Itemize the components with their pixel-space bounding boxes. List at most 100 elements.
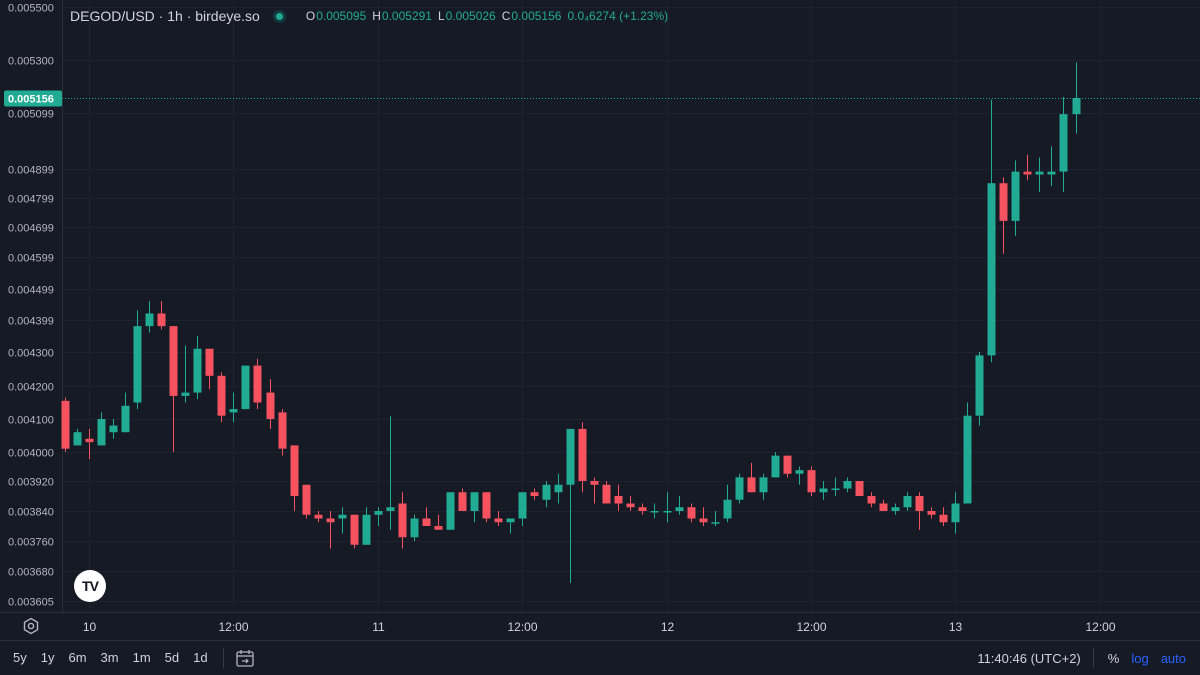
range-button-1d[interactable]: 1d (193, 650, 208, 665)
candle-up[interactable] (566, 428, 575, 485)
candle-down[interactable] (434, 526, 443, 530)
symbol-title[interactable]: DEGOD/USD · 1h · birdeye.so (70, 8, 260, 24)
candle-down[interactable] (266, 392, 275, 419)
candle-down[interactable] (855, 481, 864, 496)
candle-up[interactable] (193, 348, 202, 393)
candle-up[interactable] (975, 355, 984, 416)
log-scale-button[interactable]: log (1131, 650, 1149, 666)
candle-up[interactable] (963, 415, 972, 504)
candle-down[interactable] (915, 496, 924, 511)
candle-up[interactable] (446, 492, 455, 530)
candle-up[interactable] (650, 511, 659, 513)
candle-down[interactable] (398, 503, 407, 538)
candle-up[interactable] (470, 492, 479, 511)
candle-up[interactable] (831, 488, 840, 491)
candle-down[interactable] (590, 481, 599, 485)
candle-down[interactable] (85, 438, 94, 443)
candle-down[interactable] (205, 348, 214, 376)
settings-icon[interactable] (22, 617, 40, 635)
candle-down[interactable] (614, 496, 623, 504)
candle-down[interactable] (783, 455, 792, 474)
range-button-6m[interactable]: 6m (68, 650, 87, 665)
candle-down[interactable] (602, 484, 611, 504)
candle-down[interactable] (807, 470, 816, 493)
candle-down[interactable] (1023, 171, 1032, 175)
candle-up[interactable] (181, 392, 190, 396)
candle-up[interactable] (374, 511, 383, 515)
candle-down[interactable] (638, 507, 647, 511)
candle-down[interactable] (626, 503, 635, 508)
candle-down[interactable] (157, 313, 166, 327)
tradingview-logo[interactable]: TV (74, 570, 106, 602)
candle-up[interactable] (241, 365, 250, 410)
candle-up[interactable] (554, 484, 563, 493)
auto-scale-button[interactable]: auto (1160, 650, 1186, 666)
candle-up[interactable] (663, 511, 672, 513)
calendar-range-icon[interactable] (234, 647, 256, 669)
candle-down[interactable] (687, 507, 696, 519)
candle-up[interactable] (410, 518, 419, 538)
candle-down[interactable] (278, 412, 287, 449)
candle-up[interactable] (1059, 114, 1068, 172)
candle-up[interactable] (951, 503, 960, 523)
price-axis[interactable]: 0.005500 0.005300 0.005099 0.004899 0.004799… (8, 3, 54, 609)
range-button-5y[interactable]: 5y (13, 650, 27, 665)
candle-up[interactable] (229, 409, 238, 413)
candle-down[interactable] (939, 514, 948, 523)
candle-up[interactable] (145, 313, 154, 327)
candle-down[interactable] (326, 518, 335, 523)
range-button-1y[interactable]: 1y (40, 650, 55, 665)
candle-up[interactable] (133, 326, 142, 403)
candle-up[interactable] (97, 419, 106, 446)
candle-down[interactable] (999, 183, 1008, 221)
candle-up[interactable] (771, 455, 780, 478)
candle-down[interactable] (482, 492, 491, 519)
range-button-5d[interactable]: 5d (164, 650, 180, 665)
candle-down[interactable] (314, 514, 323, 519)
candle-down[interactable] (422, 518, 431, 527)
candle-down[interactable] (217, 375, 226, 416)
candle-up[interactable] (1047, 171, 1056, 175)
candle-up[interactable] (987, 183, 996, 356)
candle-up[interactable] (891, 507, 900, 511)
candle-up[interactable] (362, 514, 371, 545)
candle-down[interactable] (578, 428, 587, 481)
time-axis[interactable]: 10 12:00 11 12:00 12 12:00 13 12:00 (83, 620, 1116, 634)
candle-down[interactable] (867, 496, 876, 504)
candle-down[interactable] (61, 400, 70, 449)
clock-timezone[interactable]: 11:40:46 (UTC+2) (977, 650, 1081, 666)
candle-up[interactable] (903, 496, 912, 508)
candle-up[interactable] (1011, 171, 1020, 221)
candle-up[interactable] (109, 425, 118, 433)
candle-up[interactable] (795, 470, 804, 474)
percent-scale-button[interactable]: % (1107, 650, 1120, 666)
candle-up[interactable] (843, 481, 852, 489)
candle-down[interactable] (290, 445, 299, 496)
candle-up[interactable] (518, 492, 527, 519)
candle-up[interactable] (1072, 97, 1081, 115)
candle-up[interactable] (759, 477, 768, 493)
candle-down[interactable] (699, 518, 708, 523)
range-button-1m[interactable]: 1m (132, 650, 151, 665)
candle-up[interactable] (711, 522, 720, 524)
candlestick-chart[interactable]: 0.005156 0.005500 0.005300 0.005099 0.00489… (0, 0, 1200, 641)
candle-up[interactable] (735, 477, 744, 500)
candle-up[interactable] (819, 488, 828, 493)
candle-down[interactable] (879, 503, 888, 512)
candle-down[interactable] (927, 511, 936, 515)
candle-down[interactable] (253, 365, 262, 403)
range-button-3m[interactable]: 3m (100, 650, 119, 665)
candle-down[interactable] (747, 477, 756, 493)
candle-down[interactable] (169, 326, 178, 396)
candle-up[interactable] (542, 484, 551, 500)
candle-down[interactable] (302, 484, 311, 515)
candle-down[interactable] (530, 492, 539, 496)
candle-down[interactable] (458, 492, 467, 511)
candle-up[interactable] (386, 507, 395, 511)
candle-up[interactable] (73, 432, 82, 446)
candle-up[interactable] (1035, 171, 1044, 175)
candle-up[interactable] (506, 518, 515, 523)
candle-up[interactable] (121, 405, 130, 433)
candle-down[interactable] (494, 518, 503, 523)
candle-up[interactable] (675, 507, 684, 511)
